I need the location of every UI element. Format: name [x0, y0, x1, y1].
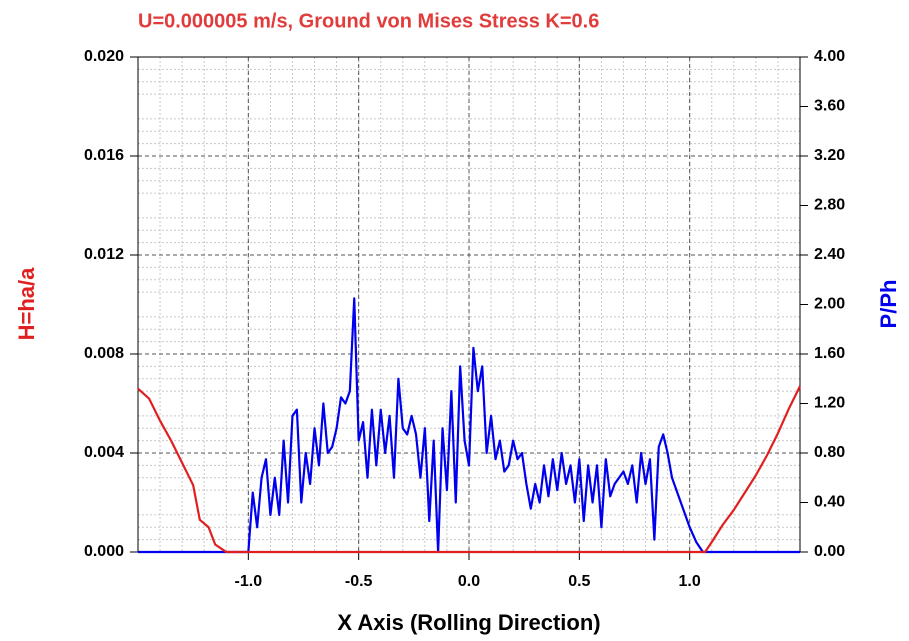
data-line [137, 385, 801, 554]
y-tick-label: 0.012 [84, 246, 124, 263]
y2-tick-label: 1.60 [814, 345, 845, 362]
data-line [138, 297, 800, 554]
y2-tick-label: 0.40 [814, 494, 845, 511]
y-tick-label: 0.004 [84, 444, 124, 461]
y2-tick-label: 2.00 [814, 296, 845, 313]
y-tick-label: 0.020 [84, 48, 124, 65]
y-axis-title: H=ha/a [14, 267, 39, 341]
x-tick-label: -1.0 [235, 573, 263, 590]
y2-tick-label: 0.00 [814, 543, 845, 560]
x-axis-title: X Axis (Rolling Direction) [337, 610, 600, 635]
y2-tick-label: 1.20 [814, 395, 845, 412]
y2-tick-label: 4.00 [814, 48, 845, 65]
y-tick-label: 0.008 [84, 345, 124, 362]
x-tick-label: -0.5 [345, 573, 373, 590]
y2-tick-label: 2.40 [814, 246, 845, 263]
y-tick-label: 0.000 [84, 543, 124, 560]
y2-tick-label: 0.80 [814, 444, 845, 461]
y2-tick-label: 2.80 [814, 197, 845, 214]
chart-title: U=0.000005 m/s, Ground von Mises Stress … [138, 10, 599, 32]
x-tick-label: 1.0 [679, 573, 701, 590]
y-tick-label: 0.016 [84, 147, 124, 164]
y2-axis-title: P/Ph [876, 280, 901, 329]
x-tick-label: 0.0 [458, 573, 480, 590]
y2-tick-label: 3.20 [814, 147, 845, 164]
x-tick-label: 0.5 [568, 573, 590, 590]
y2-tick-label: 3.60 [814, 98, 845, 115]
